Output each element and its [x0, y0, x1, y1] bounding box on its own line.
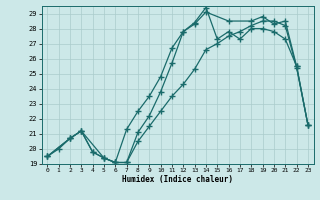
- X-axis label: Humidex (Indice chaleur): Humidex (Indice chaleur): [122, 175, 233, 184]
